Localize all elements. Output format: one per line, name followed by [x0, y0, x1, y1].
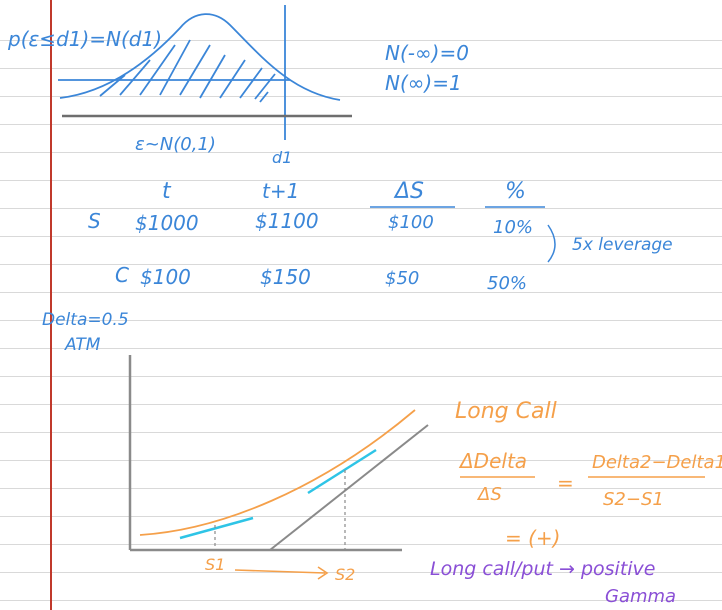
n-inf-note: N(∞)=1 — [385, 71, 462, 95]
row-s-delta: $100 — [388, 212, 434, 233]
row-c-t: $100 — [140, 265, 191, 289]
d1-label: d1 — [272, 148, 292, 167]
row-s-t1: $1100 — [255, 209, 319, 233]
distribution-label: ε~N(0,1) — [135, 134, 216, 155]
leverage-brace — [547, 224, 556, 263]
margin-line — [50, 0, 52, 610]
row-s-t: $1000 — [135, 211, 199, 235]
row-c-t1: $150 — [260, 265, 311, 289]
intrinsic-value-line — [269, 424, 429, 551]
atm-note: ATM — [64, 335, 101, 355]
delta-chart — [128, 355, 429, 580]
header-delta-s: ΔS — [393, 179, 424, 204]
delta-half-note: Delta=0.5 — [42, 310, 129, 330]
bell-curve-sketch — [58, 5, 341, 140]
long-call-value-curve — [139, 409, 416, 536]
row-c-percent: 50% — [487, 273, 527, 294]
long-call-title: Long Call — [455, 399, 557, 424]
spot-difference-denominator: S2−S1 — [603, 489, 664, 510]
delta-difference-numerator: Delta2−Delta1 — [592, 452, 722, 473]
probability-formula: p(ε≤d1)=N(d1) — [7, 27, 162, 51]
row-c-delta: $50 — [385, 268, 419, 289]
tangent-s1 — [179, 516, 254, 540]
row-c-label: C — [115, 263, 129, 287]
s1-to-s2-arrow — [234, 566, 329, 580]
gamma-note-line1: Long call/put → positive — [430, 558, 655, 580]
equals-sign: = — [557, 471, 574, 495]
row-s-label: S — [88, 209, 101, 233]
header-t-plus-1: t+1 — [262, 179, 299, 203]
s2-label: S2 — [335, 565, 355, 584]
gamma-note-line2: Gamma — [605, 586, 676, 607]
header-t: t — [162, 179, 172, 204]
n-neg-inf-note: N(-∞)=0 — [385, 41, 469, 65]
tangent-s2 — [307, 448, 377, 495]
s1-label: S1 — [205, 555, 225, 574]
delta-numerator: ΔDelta — [458, 449, 527, 473]
leverage-note: 5x leverage — [572, 235, 673, 255]
row-s-percent: 10% — [493, 217, 533, 238]
header-percent: % — [505, 179, 526, 204]
shaded-hatching — [99, 39, 276, 103]
positive-result: = (+) — [505, 526, 560, 550]
bell-curve — [59, 13, 341, 101]
delta-denominator: ΔS — [476, 484, 502, 505]
